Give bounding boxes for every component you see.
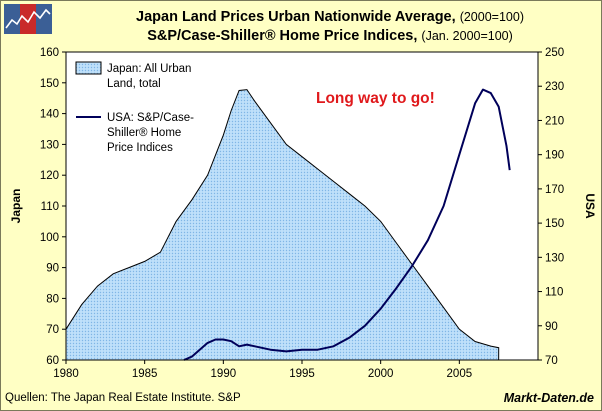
y-tick-label-left: 120 — [40, 170, 59, 182]
y-tick-label-left: 90 — [46, 263, 59, 275]
chart-title: Japan Land Prices Urban Nationwide Avera… — [60, 8, 600, 46]
y-tick-label-left: 100 — [40, 232, 59, 244]
chart-logo-icon — [4, 4, 52, 34]
y-tick-label-left: 130 — [40, 139, 59, 151]
y-tick-label-left: 160 — [40, 47, 59, 59]
x-tick-label: 1995 — [289, 368, 315, 380]
x-tick-label: 2000 — [368, 368, 394, 380]
y-tick-label-right: 230 — [545, 81, 564, 93]
y-tick-label-right: 210 — [545, 115, 564, 127]
title-main-note: (2000=100) — [459, 10, 524, 24]
y-tick-label-right: 250 — [545, 47, 564, 59]
y-tick-label-right: 130 — [545, 252, 564, 264]
y-tick-label-right: 70 — [545, 355, 558, 367]
series-area-japan — [65, 89, 500, 361]
y-tick-label-left: 60 — [46, 355, 59, 367]
legend-label-japan-line2: Land, total — [107, 78, 161, 90]
y-tick-label-left: 80 — [46, 293, 59, 305]
legend: Japan: All Urban Land, total USA: S&P/Ca… — [75, 61, 194, 154]
y-axis-label-right: USA — [583, 193, 597, 219]
x-tick-label: 1990 — [211, 368, 237, 380]
y-tick-label-left: 70 — [46, 324, 59, 336]
annotation-long-way: Long way to go! — [316, 90, 435, 107]
y-tick-label-left: 150 — [40, 78, 59, 90]
title-main: Japan Land Prices Urban Nationwide Avera… — [136, 9, 456, 25]
source-note: Quellen: The Japan Real Estate Institute… — [5, 392, 241, 404]
y-tick-label-right: 170 — [545, 184, 564, 196]
y-tick-label-right: 150 — [545, 218, 564, 230]
y-tick-label-left: 110 — [41, 201, 59, 213]
title-sub: S&P/Case-Shiller® Home Price Indices, — [147, 28, 418, 44]
legend-label-usa: USA: S&P/Case- — [107, 112, 194, 124]
brand-label[interactable]: Markt-Daten.de — [503, 391, 594, 405]
x-tick-label: 2005 — [447, 368, 473, 380]
title-sub-note: (Jan. 2000=100) — [421, 29, 513, 43]
legend-label-japan: Japan: All Urban — [107, 63, 191, 75]
legend-label-usa-line3: Price Indices — [107, 142, 173, 154]
y-tick-label-right: 110 — [545, 287, 563, 299]
y-tick-label-left: 140 — [40, 109, 59, 121]
x-tick-label: 1980 — [53, 368, 79, 380]
x-tick-label: 1985 — [132, 368, 158, 380]
y-tick-label-right: 190 — [545, 150, 564, 162]
series-line-usa — [183, 88, 511, 361]
legend-swatch-japan — [75, 61, 102, 75]
legend-label-usa-line2: Shiller® Home — [107, 127, 181, 139]
y-tick-label-right: 90 — [545, 321, 558, 333]
y-axis-label-left: Japan — [9, 189, 23, 224]
